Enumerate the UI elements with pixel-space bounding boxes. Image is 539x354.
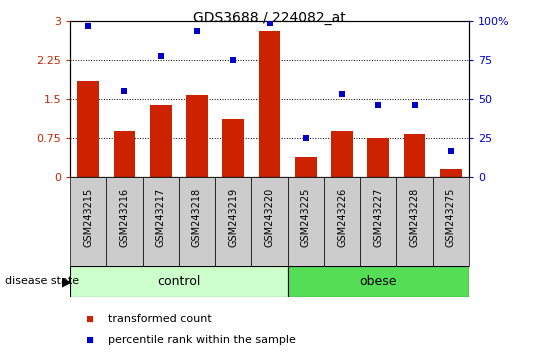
Bar [215, 177, 251, 266]
Bar [259, 30, 280, 177]
Point [120, 88, 129, 94]
Bar [324, 177, 360, 266]
Bar [106, 177, 143, 266]
Bar [77, 81, 99, 177]
Point [84, 23, 93, 29]
Bar [70, 266, 288, 297]
Text: GSM243228: GSM243228 [410, 188, 419, 247]
Text: GSM243218: GSM243218 [192, 188, 202, 247]
Bar [223, 119, 244, 177]
Bar [433, 177, 469, 266]
Text: GSM243220: GSM243220 [265, 188, 274, 247]
Text: control: control [157, 275, 201, 288]
Text: percentile rank within the sample: percentile rank within the sample [108, 335, 296, 345]
Bar [150, 105, 171, 177]
Bar [295, 157, 316, 177]
Text: disease state: disease state [5, 276, 80, 286]
Text: GSM243225: GSM243225 [301, 188, 311, 247]
Bar [288, 177, 324, 266]
Bar [404, 135, 425, 177]
Text: GSM243217: GSM243217 [156, 188, 165, 247]
Text: GSM243216: GSM243216 [120, 188, 129, 247]
Point [156, 53, 165, 58]
Bar [70, 177, 106, 266]
Bar [396, 177, 433, 266]
Bar [331, 131, 353, 177]
Text: GSM243227: GSM243227 [374, 188, 383, 247]
Point [192, 28, 201, 33]
Point [446, 148, 455, 153]
Text: obese: obese [360, 275, 397, 288]
Point [265, 20, 274, 25]
Text: GSM243215: GSM243215 [83, 188, 93, 247]
Bar [288, 266, 469, 297]
Bar [179, 177, 215, 266]
Text: GDS3688 / 224082_at: GDS3688 / 224082_at [193, 11, 346, 25]
Text: ◾: ◾ [86, 314, 94, 324]
Point [338, 92, 347, 97]
Text: transformed count: transformed count [108, 314, 211, 324]
Text: GSM243226: GSM243226 [337, 188, 347, 247]
Point [410, 103, 419, 108]
Bar [251, 177, 288, 266]
Text: ▶: ▶ [61, 275, 71, 288]
Bar [440, 169, 462, 177]
Point [229, 57, 238, 63]
Bar [186, 95, 208, 177]
Point [301, 135, 310, 141]
Bar [143, 177, 179, 266]
Text: GSM243275: GSM243275 [446, 188, 456, 247]
Bar [114, 131, 135, 177]
Point [374, 103, 383, 108]
Bar [360, 177, 396, 266]
Text: GSM243219: GSM243219 [228, 188, 238, 247]
Text: ◾: ◾ [86, 335, 94, 345]
Bar [368, 138, 389, 177]
